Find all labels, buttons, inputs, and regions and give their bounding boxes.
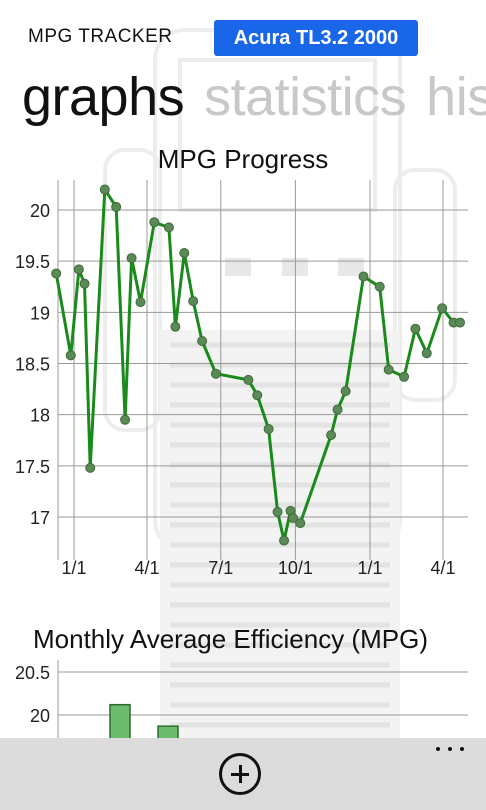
mpg-data-point	[188, 296, 199, 307]
mpg-data-point	[149, 217, 160, 228]
mpg-series-line	[54, 188, 460, 542]
mpg-data-point	[65, 350, 76, 361]
tab-statistics[interactable]: statistics	[204, 67, 407, 127]
mpg-data-point	[383, 364, 394, 375]
mpg-data-point	[73, 264, 84, 275]
mpg-data-point	[120, 414, 131, 425]
mpg-data-point	[79, 278, 90, 289]
y-tick-label: 18	[30, 406, 50, 426]
mpg-data-point	[326, 430, 337, 441]
y-tick-label: 20	[30, 706, 50, 726]
mpg-data-point	[99, 184, 110, 195]
mpg-data-point	[126, 253, 137, 264]
tab-graphs[interactable]: graphs	[22, 67, 185, 127]
mpg-data-point	[358, 271, 369, 282]
app-title: MPG TRACKER	[28, 26, 173, 47]
monthly-efficiency-chart-title: Monthly Average Efficiency (MPG)	[33, 624, 428, 654]
mpg-data-point	[179, 247, 190, 258]
mpg-data-point	[243, 374, 254, 385]
mpg-data-point	[399, 371, 410, 382]
mpg-data-point	[410, 323, 421, 334]
mpg-data-point	[332, 404, 343, 415]
mpg-data-point	[287, 513, 298, 524]
mpg-data-point	[437, 303, 448, 314]
y-tick-label: 18.5	[15, 355, 50, 375]
ellipsis-dot	[448, 747, 452, 751]
vehicle-selector-button[interactable]: Acura TL3.2 2000	[214, 20, 418, 56]
mpg-data-point	[210, 368, 221, 379]
tab-history[interactable]: his	[426, 67, 486, 127]
x-tick-label: 4/1	[430, 558, 455, 578]
mpg-data-point	[374, 281, 385, 292]
y-tick-label: 20	[30, 201, 50, 221]
x-tick-label: 7/1	[208, 558, 233, 578]
mpg-data-point	[421, 348, 432, 359]
mpg-data-point	[272, 506, 283, 517]
x-tick-label: 4/1	[134, 558, 159, 578]
mpg-data-point	[340, 386, 351, 397]
x-tick-label: 10/1	[278, 558, 313, 578]
mpg-data-point	[279, 535, 290, 546]
mpg-data-point	[111, 201, 122, 212]
pivot-header: graphs statistics his	[22, 66, 486, 128]
app-bar	[0, 738, 486, 810]
mpg-progress-chart: 20 19.5 19 18.5 18 17.5 17 1/1 4/1 7/1 10/1 1/1 4/1	[15, 180, 468, 578]
add-entry-button[interactable]	[219, 753, 261, 795]
y-tick-label: 19	[30, 303, 50, 323]
ellipsis-dot	[460, 747, 464, 751]
mpg-data-point	[51, 268, 62, 279]
y-tick-label: 17.5	[15, 457, 50, 477]
mpg-data-point	[135, 297, 146, 308]
mpg-data-point	[170, 321, 181, 332]
mpg-data-point	[197, 335, 208, 346]
y-tick-label: 17	[30, 508, 50, 528]
y-tick-label: 20.5	[15, 663, 50, 683]
mpg-data-point	[85, 462, 96, 473]
monthly-efficiency-chart: 20.5 20	[15, 660, 468, 745]
monthly-bar	[109, 703, 131, 745]
ellipsis-icon	[436, 747, 440, 751]
mpg-progress-chart-title: MPG Progress	[157, 144, 329, 174]
more-options-button[interactable]	[436, 742, 464, 756]
x-tick-label: 1/1	[61, 558, 86, 578]
mpg-data-point	[252, 390, 263, 401]
mpg-data-point	[455, 317, 466, 328]
mpg-data-point	[295, 518, 306, 529]
x-tick-label: 1/1	[357, 558, 382, 578]
mpg-data-point	[163, 222, 174, 233]
mpg-data-point	[263, 423, 274, 434]
y-tick-label: 19.5	[15, 252, 50, 272]
